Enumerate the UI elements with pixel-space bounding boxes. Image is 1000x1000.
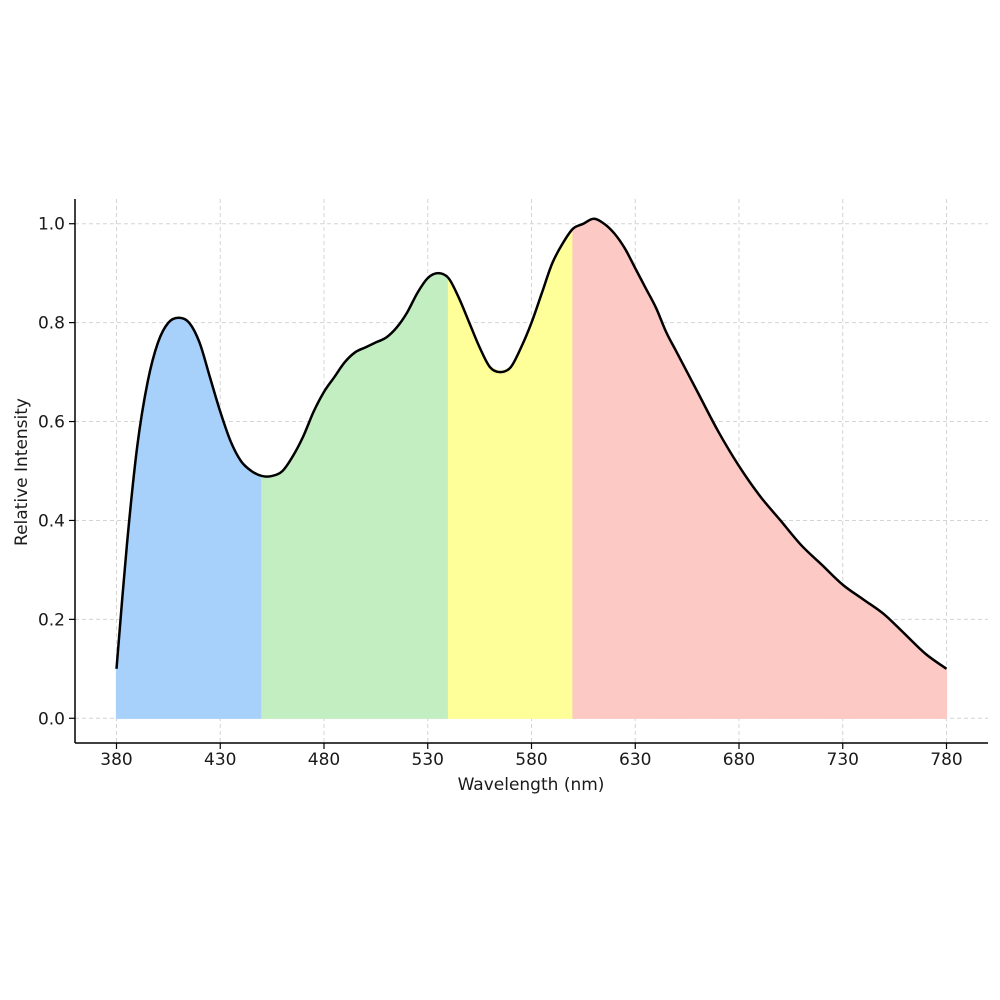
x-tick-label: 530 — [412, 750, 444, 770]
intensity-curve — [115, 217, 948, 670]
y-axis-label: Relative Intensity — [12, 398, 32, 546]
x-tick-label: 430 — [204, 750, 236, 770]
y-tick-label: 1.0 — [38, 215, 65, 235]
x-tick-label: 580 — [515, 750, 547, 770]
y-tick-label: 0.8 — [38, 314, 65, 334]
band-area-1 — [261, 272, 450, 719]
x-tick-label: 680 — [723, 750, 755, 770]
x-tick-label: 480 — [308, 750, 340, 770]
y-ticks: 0.0 0.2 0.4 0.6 0.8 1.0 — [38, 215, 75, 729]
x-tick-label: 780 — [930, 750, 962, 770]
x-tick-label: 380 — [100, 750, 132, 770]
y-tick-label: 0.0 — [38, 709, 65, 729]
band-area-3 — [572, 218, 948, 719]
x-axis-label: Wavelength (nm) — [458, 775, 605, 795]
curve-layer — [115, 217, 948, 670]
y-tick-label: 0.4 — [38, 511, 65, 531]
band-area-2 — [447, 226, 574, 719]
x-tick-label: 730 — [827, 750, 859, 770]
band-area-0 — [115, 317, 263, 719]
y-tick-label: 0.2 — [38, 610, 65, 630]
x-ticks: 380 430 480 530 580 630 680 730 780 — [100, 743, 963, 770]
y-tick-label: 0.6 — [38, 413, 65, 433]
x-tick-label: 630 — [619, 750, 651, 770]
